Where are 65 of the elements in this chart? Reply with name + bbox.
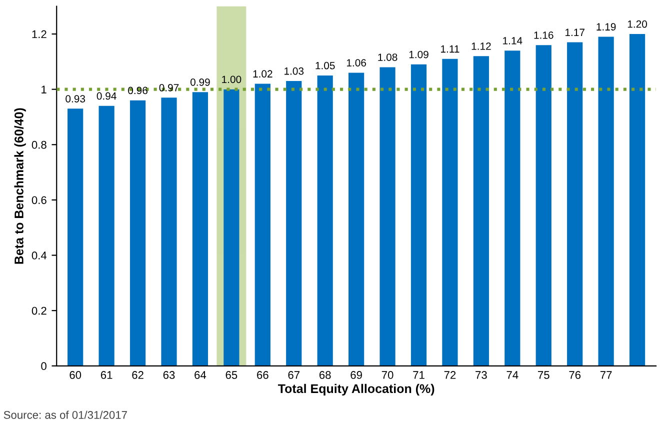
bar: [68, 108, 84, 366]
data-label: 0.94: [96, 92, 116, 100]
x-tick-label: 60: [70, 371, 82, 379]
y-tick-label: 1: [42, 86, 46, 94]
data-label: 1.08: [378, 54, 398, 61]
data-label: 0.93: [66, 95, 86, 102]
bar: [317, 75, 333, 366]
bar: [348, 72, 364, 366]
y-tick-label: 0.6: [32, 196, 46, 204]
data-label: 1.19: [596, 23, 616, 31]
x-tick-label: 72: [444, 371, 456, 379]
x-tick-label: 70: [382, 371, 394, 379]
x-tick-label: 67: [288, 371, 300, 379]
y-axis-title: Beta to Benchmark (60/40): [14, 108, 26, 264]
x-tick-label: 61: [100, 371, 112, 379]
data-label: 1.20: [628, 20, 648, 28]
data-label: 1.00: [222, 76, 242, 84]
x-tick-label: 65: [226, 371, 238, 379]
data-label: 1.12: [472, 42, 491, 50]
bar: [410, 64, 427, 366]
bar: [442, 58, 458, 366]
source-note: Source: as of 01/31/2017: [4, 410, 127, 419]
bar: [536, 45, 552, 366]
x-tick-label: 63: [163, 371, 175, 379]
data-label: 1.03: [284, 67, 304, 75]
y-tick-label: 0.8: [32, 140, 46, 149]
x-axis-title: Total Equity Allocation (%): [278, 384, 434, 396]
x-tick-label: 77: [600, 371, 612, 379]
y-tick-label: 0: [41, 362, 46, 370]
x-tick-label: 76: [569, 371, 581, 379]
x-tick-label: 73: [476, 371, 487, 379]
data-label: 0.96: [128, 86, 148, 94]
bar: [98, 106, 114, 366]
y-tick-label: 0.4: [32, 252, 47, 260]
data-label: 1.14: [503, 37, 522, 44]
bar: [380, 67, 396, 366]
x-tick-label: 69: [350, 371, 362, 379]
x-tick-label: 64: [194, 371, 206, 379]
data-label: 1.05: [316, 62, 335, 70]
data-label: 1.06: [346, 59, 366, 66]
bar: [598, 36, 614, 366]
data-label: 0.99: [190, 78, 210, 86]
data-label: 1.09: [409, 50, 428, 58]
bar: [286, 81, 302, 366]
bar: [130, 100, 146, 366]
bar: [192, 92, 208, 366]
data-label: 1.02: [253, 70, 272, 78]
x-tick-label: 68: [319, 371, 331, 379]
bar: [254, 84, 270, 366]
y-tick-label: 0.2: [32, 306, 46, 315]
data-label: 1.11: [441, 45, 460, 53]
x-tick-label: 66: [257, 371, 268, 379]
data-label: 0.97: [159, 84, 179, 92]
x-tick-label: 71: [413, 371, 424, 379]
bar: [161, 98, 177, 366]
x-tick-label: 75: [538, 371, 550, 379]
data-label: 1.17: [566, 28, 584, 36]
y-tick-label: 1.2: [32, 30, 46, 38]
x-tick-label: 74: [506, 371, 518, 379]
bar: [567, 42, 583, 366]
data-label: 1.16: [534, 31, 554, 39]
bar: [473, 56, 489, 366]
bar: [629, 34, 646, 366]
bar: [504, 50, 520, 366]
x-tick-label: 62: [132, 371, 144, 379]
